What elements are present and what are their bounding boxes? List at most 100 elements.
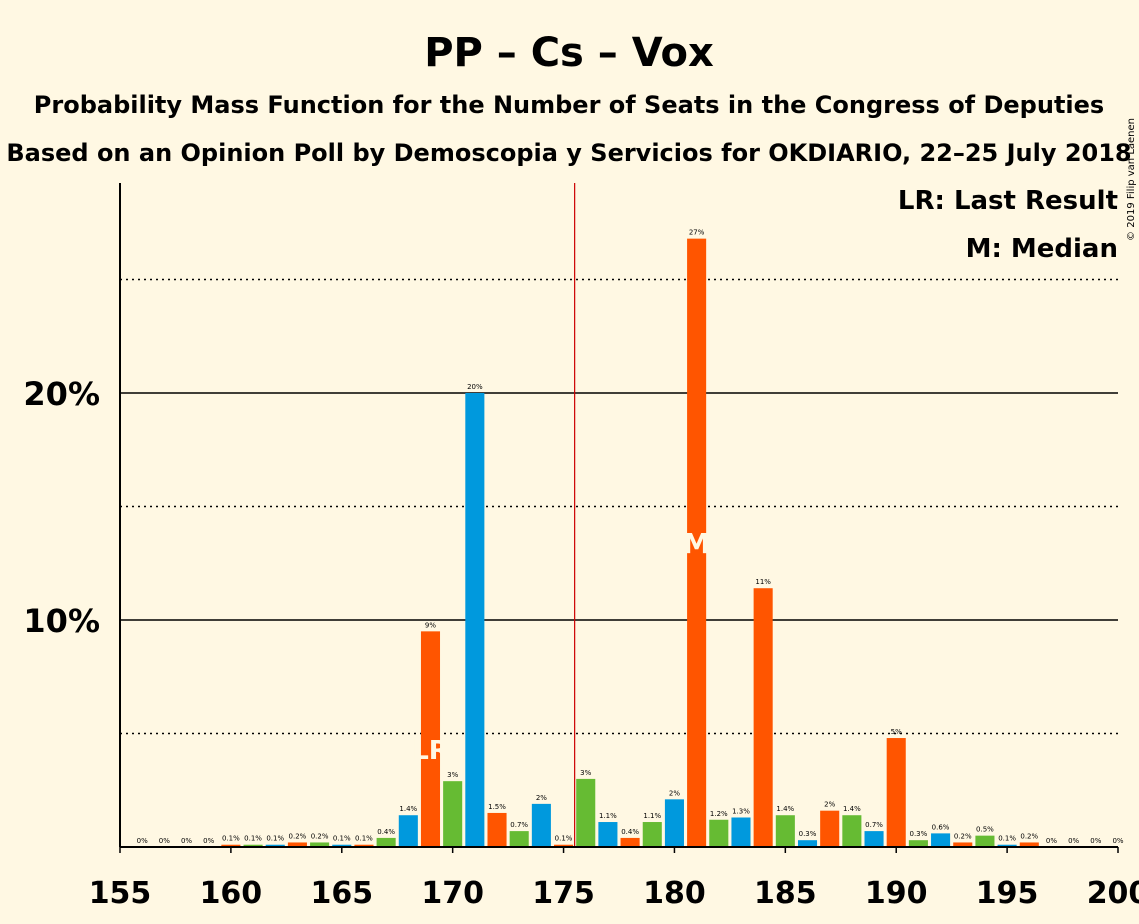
data-label-183: 1.3% <box>732 807 750 815</box>
data-label-165: 0.1% <box>333 835 351 843</box>
bar-191 <box>908 840 928 847</box>
data-label-196: 0.2% <box>1020 832 1038 840</box>
bar-163 <box>287 842 307 847</box>
data-label-194: 0.5% <box>976 826 994 834</box>
median-marker: M <box>683 527 711 560</box>
bar-189 <box>864 831 884 847</box>
bar-196 <box>1019 842 1039 847</box>
bar-187 <box>820 810 840 847</box>
bars <box>221 238 1039 847</box>
legend-last-result: LR: Last Result <box>898 186 1118 216</box>
bar-178 <box>620 837 640 847</box>
bar-161 <box>243 844 263 847</box>
bar-194 <box>975 835 995 847</box>
chart-subtitle-2: Based on an Opinion Poll by Demoscopia y… <box>6 139 1131 167</box>
data-label-174: 2% <box>536 794 547 802</box>
bar-167 <box>376 837 396 847</box>
data-label-193: 0.2% <box>954 832 972 840</box>
bar-168 <box>398 815 418 847</box>
data-label-197: 0% <box>1046 837 1057 845</box>
data-label-180: 2% <box>669 789 680 797</box>
last-result-marker: LR <box>412 736 449 766</box>
data-label-185: 1.4% <box>776 805 794 813</box>
markers: LR M <box>412 527 710 766</box>
data-label-172: 1.5% <box>488 803 506 811</box>
data-label-191: 0.3% <box>910 830 928 838</box>
data-label-166: 0.1% <box>355 835 373 843</box>
data-label-188: 1.4% <box>843 805 861 813</box>
bar-188 <box>842 815 862 847</box>
bar-182 <box>709 819 729 847</box>
chart-title: PP – Cs – Vox <box>424 30 714 76</box>
data-label-156: 0% <box>137 837 148 845</box>
data-label-187: 2% <box>824 801 835 809</box>
data-label-163: 0.2% <box>289 832 307 840</box>
data-label-162: 0.1% <box>266 835 284 843</box>
x-tick-label-190: 190 <box>865 876 928 911</box>
axes: 155 160 165 170 175 180 185 190 195 200 10% 20% <box>23 183 1139 911</box>
bar-165 <box>332 844 352 847</box>
data-label-189: 0.7% <box>865 821 883 829</box>
data-label-177: 1.1% <box>599 812 617 820</box>
data-label-200: 0% <box>1112 837 1123 845</box>
gridlines <box>120 183 1118 847</box>
data-label-157: 0% <box>159 837 170 845</box>
y-tick-label-20: 20% <box>23 375 100 413</box>
bar-164 <box>310 842 330 847</box>
bar-170 <box>443 781 463 847</box>
x-tick-label-200: 200 <box>1087 876 1139 911</box>
bar-162 <box>265 844 285 847</box>
legend-median: M: Median <box>966 234 1118 264</box>
bar-180 <box>664 799 684 847</box>
x-tick-label-165: 165 <box>310 876 373 911</box>
copyright-text: © 2019 Filip van Laenen <box>1126 118 1137 241</box>
bar-176 <box>576 778 596 847</box>
data-label-158: 0% <box>181 837 192 845</box>
x-tick-label-180: 180 <box>643 876 706 911</box>
x-tick-label-170: 170 <box>421 876 484 911</box>
data-label-192: 0.6% <box>932 823 950 831</box>
bar-184 <box>753 588 773 847</box>
data-label-182: 1.2% <box>710 810 728 818</box>
data-label-179: 1.1% <box>643 812 661 820</box>
bar-186 <box>797 840 818 847</box>
data-label-176: 3% <box>580 769 591 777</box>
data-label-181: 27% <box>689 229 705 237</box>
data-label-159: 0% <box>203 837 214 845</box>
bar-195 <box>997 844 1017 847</box>
y-tick-label-10: 10% <box>23 602 100 640</box>
bar-181 <box>687 238 707 847</box>
data-label-190: 5% <box>891 728 902 736</box>
bar-166 <box>354 844 374 847</box>
bar-192 <box>931 833 951 847</box>
bar-179 <box>642 822 662 847</box>
data-label-168: 1.4% <box>399 805 417 813</box>
x-tick-label-185: 185 <box>754 876 817 911</box>
data-label-167: 0.4% <box>377 828 395 836</box>
bar-175 <box>554 844 574 847</box>
data-label-164: 0.2% <box>311 832 329 840</box>
data-label-170: 3% <box>447 771 458 779</box>
chart-subtitle: Probability Mass Function for the Number… <box>34 91 1104 119</box>
data-label-186: 0.3% <box>799 830 817 838</box>
x-tick-label-155: 155 <box>89 876 152 911</box>
data-label-161: 0.1% <box>244 835 262 843</box>
bar-174 <box>531 803 551 847</box>
data-label-169: 9% <box>425 621 436 629</box>
x-tick-label-160: 160 <box>200 876 263 911</box>
bar-173 <box>509 831 529 847</box>
data-label-160: 0.1% <box>222 835 240 843</box>
bar-172 <box>487 812 507 847</box>
data-label-171: 20% <box>467 383 483 391</box>
data-label-198: 0% <box>1068 837 1079 845</box>
bar-169 <box>420 631 441 847</box>
bar-193 <box>953 842 973 847</box>
bar-190 <box>886 738 906 847</box>
data-label-184: 11% <box>755 578 771 586</box>
data-label-195: 0.1% <box>998 835 1016 843</box>
data-label-173: 0.7% <box>510 821 528 829</box>
x-tick-label-195: 195 <box>976 876 1039 911</box>
data-label-175: 0.1% <box>555 835 573 843</box>
bar-160 <box>221 844 241 847</box>
